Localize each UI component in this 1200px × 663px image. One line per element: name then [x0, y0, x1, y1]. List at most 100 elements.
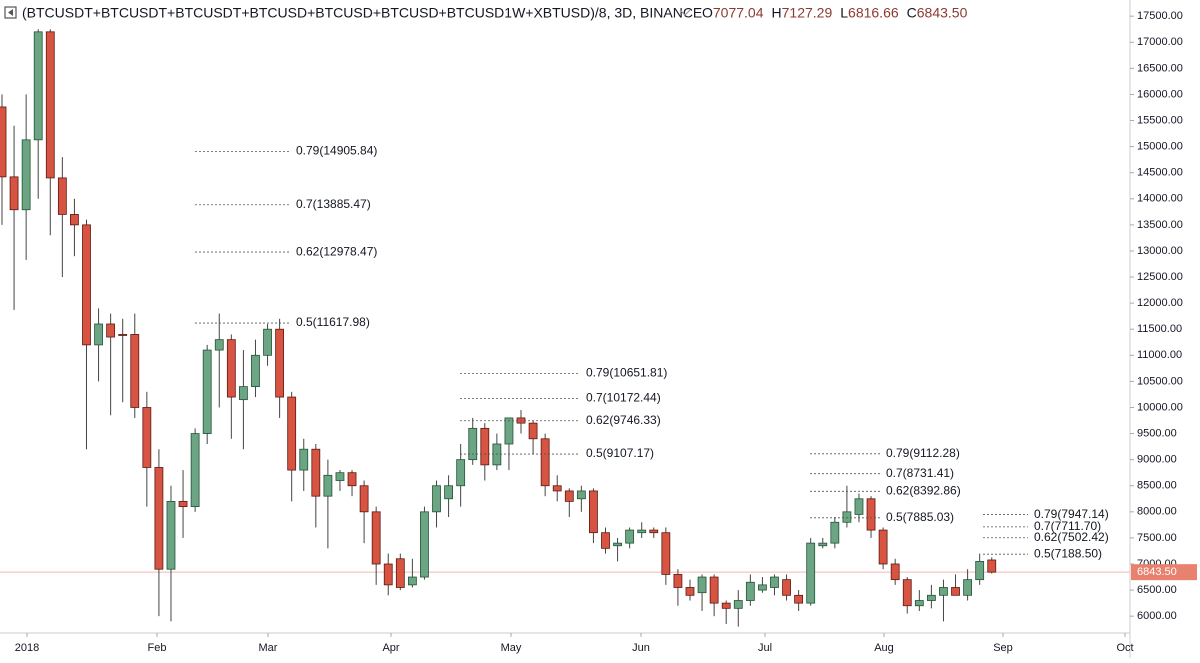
ohlc-value: 6816.66: [848, 5, 899, 21]
candle-body: [45, 31, 55, 179]
x-tick-label: Feb: [148, 642, 167, 654]
fib-label: 0.7(7711.70): [1034, 519, 1101, 533]
ohlc-value: 7127.29: [782, 5, 833, 21]
candle-body: [420, 511, 429, 578]
candle-body: [830, 521, 840, 544]
candle-body: [432, 485, 441, 513]
fib-label: 0.62(9746.33): [586, 413, 661, 427]
candle-body: [951, 587, 960, 596]
candle-body: [758, 584, 767, 591]
ohlc-prefix: O: [702, 5, 713, 21]
y-tick-label: 15000.00: [1137, 141, 1183, 153]
fib-label: 0.7(13885.47): [296, 197, 371, 211]
collapse-icon[interactable]: [4, 6, 17, 19]
candle-body: [190, 433, 200, 508]
candle-body: [263, 328, 272, 356]
ohlc-value: 6843.50: [917, 5, 968, 21]
candle-body: [902, 579, 912, 607]
x-tick-label: Jun: [632, 642, 650, 654]
candle-body: [82, 224, 91, 346]
candle-body: [709, 576, 719, 604]
candle-body: [564, 490, 574, 502]
y-tick-label: 14500.00: [1137, 167, 1183, 179]
y-tick-label: 12500.00: [1137, 271, 1183, 283]
candle-body: [733, 600, 743, 609]
candle-body: [589, 490, 598, 534]
candle-body: [202, 349, 212, 434]
candle-body: [311, 448, 321, 497]
fib-label: 0.62(7502.42): [1034, 530, 1109, 544]
candle-body: [601, 532, 610, 549]
chart-title: (BTCUSDT+BTCUSDT+BTCUSDT+BTCUSD+BTCUSD+B…: [22, 5, 702, 21]
candle-body: [456, 459, 466, 487]
y-tick-label: 9000.00: [1137, 454, 1177, 466]
y-tick-label: 10500.00: [1137, 375, 1183, 387]
candle-body: [0, 106, 7, 178]
x-tick-label: Jul: [758, 642, 772, 654]
candle-body: [57, 177, 67, 215]
fib-label: 0.62(8392.86): [886, 484, 961, 498]
y-tick-label: 10000.00: [1137, 401, 1183, 413]
fib-label: 0.7(10172.44): [586, 391, 661, 405]
dropdown-arrow[interactable]: [679, 9, 691, 16]
candle-body: [130, 334, 140, 408]
y-tick-label: 16500.00: [1137, 62, 1183, 74]
x-tick-label: 2018: [15, 642, 39, 654]
last-price-label: 6843.50: [1137, 566, 1177, 578]
candle-body: [613, 542, 622, 547]
candle-body: [383, 563, 393, 586]
candle-body: [528, 422, 538, 440]
ohlc-value: 7077.04: [713, 5, 764, 21]
fib-label: 0.5(7885.03): [886, 510, 954, 524]
candle-body: [576, 490, 586, 500]
candle-body: [275, 328, 285, 398]
y-tick-label: 16000.00: [1137, 88, 1183, 100]
fib-label: 0.5(11617.98): [296, 315, 370, 329]
fib-label: 0.5(7188.50): [1034, 546, 1102, 560]
candle-body: [987, 559, 997, 573]
candle-body: [878, 529, 888, 565]
candle-body: [118, 334, 128, 336]
fib-label: 0.5(9107.17): [586, 446, 654, 460]
y-tick-label: 9500.00: [1137, 427, 1177, 439]
candle-body: [347, 472, 357, 487]
candle-body: [854, 498, 864, 515]
x-tick-label: Apr: [382, 642, 399, 654]
last-price-tag: [1131, 564, 1197, 581]
candle-body: [70, 214, 79, 226]
candle-body: [335, 472, 345, 481]
y-tick-label: 8000.00: [1137, 506, 1177, 518]
candle-body: [625, 529, 635, 544]
candle-body: [721, 602, 731, 609]
fib-label: 0.79(14905.84): [296, 144, 377, 158]
candle-body: [299, 448, 309, 471]
fib-label: 0.7(8731.41): [886, 466, 954, 480]
ohlc-prefix: L: [840, 5, 848, 21]
y-tick-label: 6500.00: [1137, 584, 1177, 596]
candle-body: [359, 485, 369, 513]
candle-body: [468, 427, 478, 461]
candle-body: [890, 563, 900, 581]
y-tick-label: 13500.00: [1137, 219, 1183, 231]
candle-body: [287, 396, 297, 471]
candle-body: [649, 529, 659, 534]
candle-body: [685, 587, 695, 596]
candle-body: [323, 474, 333, 497]
candle-body: [661, 532, 671, 575]
y-tick-label: 17500.00: [1137, 10, 1183, 22]
y-tick-label: 11000.00: [1137, 349, 1182, 361]
candle-body: [770, 576, 779, 588]
candle-body: [975, 560, 985, 581]
ohlc-prefix: H: [772, 5, 782, 21]
x-tick-label: Sep: [993, 642, 1013, 654]
candle-body: [480, 427, 490, 466]
fib-label: 0.62(12978.47): [296, 244, 377, 258]
candle-body: [142, 407, 152, 468]
candle-body: [395, 558, 405, 588]
collapse-arrow: [8, 9, 13, 16]
candle-body: [926, 594, 936, 601]
candle-body: [238, 386, 248, 401]
candle-body: [94, 323, 103, 346]
